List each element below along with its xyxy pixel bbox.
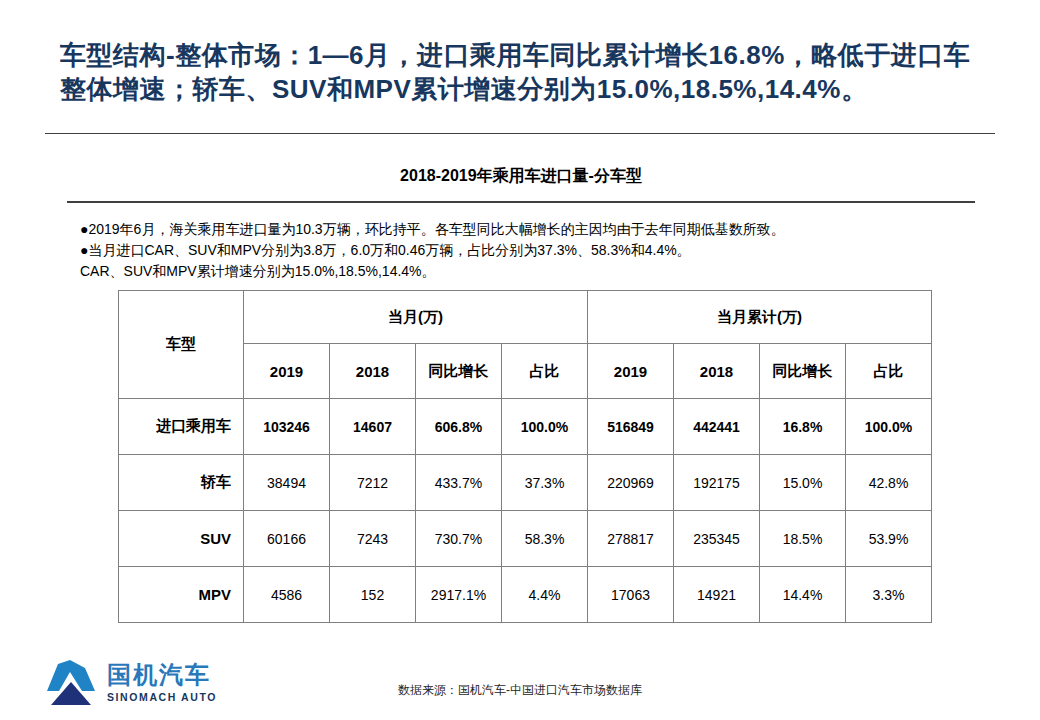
cell-value: 14.4% — [760, 567, 846, 623]
cell-value: 17063 — [588, 567, 674, 623]
subheader-cell: 2018 — [330, 344, 416, 399]
row-label: 进口乘用车 — [119, 399, 244, 455]
cell-value: 2917.1% — [416, 567, 502, 623]
row-label: 轿车 — [119, 455, 244, 511]
cell-value: 7243 — [330, 511, 416, 567]
table-row: MPV 4586 152 2917.1% 4.4% 17063 14921 14… — [119, 567, 932, 623]
chart-heading: 2018-2019年乘用车进口量-分车型 — [67, 166, 975, 187]
cell-value: 38494 — [244, 455, 330, 511]
table-row: SUV 60166 7243 730.7% 58.3% 278817 23534… — [119, 511, 932, 567]
cell-value: 18.5% — [760, 511, 846, 567]
cell-value: 606.8% — [416, 399, 502, 455]
row-label: MPV — [119, 567, 244, 623]
table-header-group-row: 车型 当月(万) 当月累计(万) — [119, 291, 932, 344]
data-source-note: 数据来源：国机汽车-中国进口汽车市场数据库 — [0, 682, 1040, 699]
cell-value: 53.9% — [846, 511, 932, 567]
cell-value: 4.4% — [502, 567, 588, 623]
subheader-cell: 占比 — [846, 344, 932, 399]
table-row: 进口乘用车 103246 14607 606.8% 100.0% 516849 … — [119, 399, 932, 455]
subheader-cell: 2019 — [244, 344, 330, 399]
import-volume-table: 车型 当月(万) 当月累计(万) 2019 2018 同比增长 占比 2019 … — [118, 290, 932, 623]
subheader-cell: 同比增长 — [416, 344, 502, 399]
cell-value: 433.7% — [416, 455, 502, 511]
cell-value: 16.8% — [760, 399, 846, 455]
cell-value: 58.3% — [502, 511, 588, 567]
slide-title: 车型结构-整体市场：1—6月，进口乘用车同比累计增长16.8%，略低于进口车整体… — [60, 38, 988, 106]
cell-value: 235345 — [674, 511, 760, 567]
cell-value: 37.3% — [502, 455, 588, 511]
cell-value: 100.0% — [846, 399, 932, 455]
cell-value: 3.3% — [846, 567, 932, 623]
cell-value: 152 — [330, 567, 416, 623]
bullet-line-1: ●2019年6月，海关乘用车进口量为10.3万辆，环比持平。各车型同比大幅增长的… — [80, 219, 930, 240]
cell-value: 192175 — [674, 455, 760, 511]
cell-value: 15.0% — [760, 455, 846, 511]
bullet-list: ●2019年6月，海关乘用车进口量为10.3万辆，环比持平。各车型同比大幅增长的… — [80, 219, 930, 282]
table-row: 轿车 38494 7212 433.7% 37.3% 220969 192175… — [119, 455, 932, 511]
cell-value: 278817 — [588, 511, 674, 567]
subheader-cell: 同比增长 — [760, 344, 846, 399]
cell-value: 4586 — [244, 567, 330, 623]
cell-value: 730.7% — [416, 511, 502, 567]
cell-value: 42.8% — [846, 455, 932, 511]
cell-value: 60166 — [244, 511, 330, 567]
bullet-line-2: ●当月进口CAR、SUV和MPV分别为3.8万，6.0万和0.46万辆，占比分别… — [80, 240, 930, 261]
title-divider-line — [45, 133, 995, 134]
slide: 车型结构-整体市场：1—6月，进口乘用车同比累计增长16.8%，略低于进口车整体… — [0, 0, 1040, 720]
subheader-cell: 占比 — [502, 344, 588, 399]
cell-value: 516849 — [588, 399, 674, 455]
cell-value: 100.0% — [502, 399, 588, 455]
cell-value: 220969 — [588, 455, 674, 511]
cell-value: 14921 — [674, 567, 760, 623]
group-header-current-month: 当月(万) — [244, 291, 588, 344]
subheader-cell: 2018 — [674, 344, 760, 399]
corner-header-cell: 车型 — [119, 291, 244, 399]
bullet-line-3: CAR、SUV和MPV累计增速分别为15.0%,18.5%,14.4%。 — [80, 261, 930, 282]
subheader-cell: 2019 — [588, 344, 674, 399]
heading-underline — [67, 201, 975, 203]
row-label: SUV — [119, 511, 244, 567]
cell-value: 442441 — [674, 399, 760, 455]
cell-value: 14607 — [330, 399, 416, 455]
cell-value: 7212 — [330, 455, 416, 511]
group-header-cumulative: 当月累计(万) — [588, 291, 932, 344]
cell-value: 103246 — [244, 399, 330, 455]
